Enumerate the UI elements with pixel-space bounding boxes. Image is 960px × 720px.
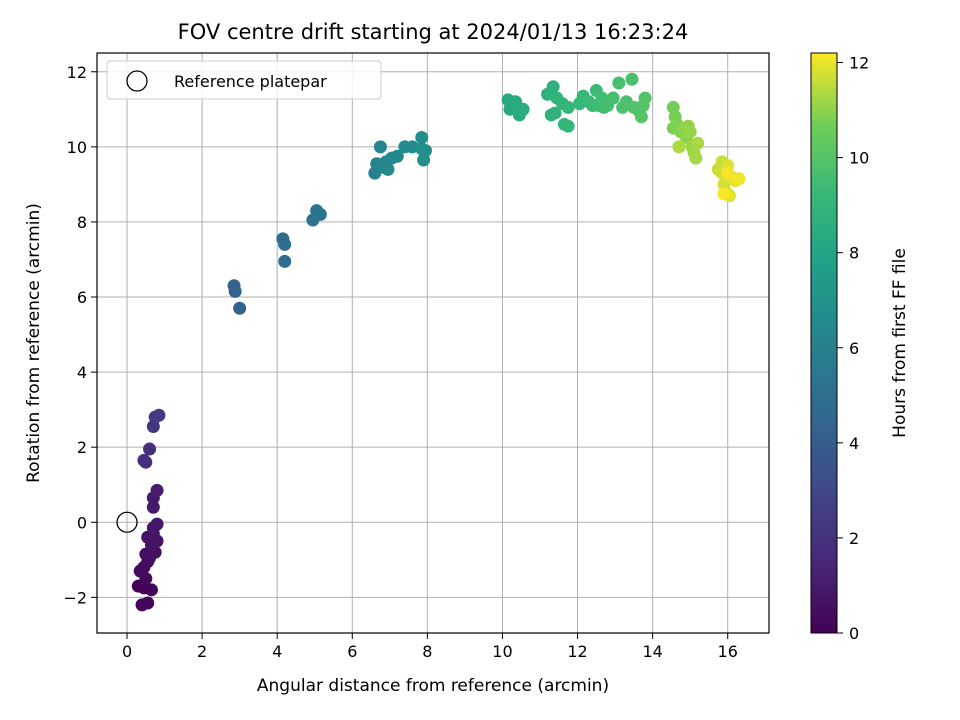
legend-marker-reference <box>126 70 148 92</box>
grid <box>97 53 769 633</box>
colorbar-tick-label: 12 <box>849 54 869 73</box>
data-point <box>417 153 431 167</box>
x-tick-label: 16 <box>718 642 738 661</box>
scatter-points <box>116 72 746 612</box>
colorbar-tick-label: 6 <box>849 339 859 358</box>
colorbar-gradient <box>810 52 838 634</box>
x-tick-label: 14 <box>642 642 662 661</box>
data-point <box>313 207 327 221</box>
data-point <box>516 102 530 116</box>
y-tick-label: −2 <box>63 588 87 607</box>
data-point <box>732 172 746 186</box>
x-tick-label: 12 <box>567 642 587 661</box>
data-point <box>683 125 697 139</box>
colorbar-tick-label: 8 <box>849 244 859 263</box>
chart-title: FOV centre drift starting at 2024/01/13 … <box>178 20 689 44</box>
data-point <box>561 100 575 114</box>
data-point <box>143 442 157 456</box>
data-point <box>691 136 705 150</box>
x-tick-label: 6 <box>347 642 357 661</box>
plot-frame <box>96 52 770 634</box>
legend: Reference platepar <box>106 60 382 100</box>
colorbar-tick-label: 10 <box>849 149 869 168</box>
data-point <box>152 408 166 422</box>
x-tick-label: 2 <box>197 642 207 661</box>
data-point <box>373 140 387 154</box>
data-point <box>390 149 404 163</box>
y-tick-label: 8 <box>77 213 87 232</box>
data-point <box>634 110 648 124</box>
legend-box <box>106 60 382 100</box>
y-tick-label: 0 <box>77 513 87 532</box>
colorbar-tick-label: 2 <box>849 529 859 548</box>
colorbar-ticks: 0 2 4 6 8 10 12 <box>837 54 869 643</box>
reference-platepar-marker <box>116 511 138 533</box>
colorbar-tick-label: 4 <box>849 434 859 453</box>
data-point <box>381 162 395 176</box>
data-point <box>146 521 160 535</box>
data-point <box>144 583 158 597</box>
data-point <box>689 151 703 165</box>
legend-label-reference: Reference platepar <box>174 72 327 91</box>
data-point <box>561 119 575 133</box>
data-point <box>278 237 292 251</box>
x-axis-ticks: 0 2 4 6 8 10 12 14 16 <box>122 633 738 661</box>
x-tick-label: 0 <box>122 642 132 661</box>
data-point <box>612 76 626 90</box>
data-point <box>717 187 731 201</box>
data-point <box>636 99 650 113</box>
x-tick-label: 8 <box>422 642 432 661</box>
y-axis-label: Rotation from reference (arcmin) <box>24 203 44 483</box>
data-point <box>625 72 639 86</box>
colorbar-label: Hours from first FF file <box>890 248 910 438</box>
y-axis-ticks: −2 0 2 4 6 8 10 12 <box>63 63 97 607</box>
data-point <box>146 500 160 514</box>
y-tick-label: 4 <box>77 363 87 382</box>
colorbar-tick-label: 0 <box>849 624 859 643</box>
data-point <box>546 80 560 94</box>
data-point <box>721 166 735 180</box>
data-point <box>150 483 164 497</box>
data-point <box>141 596 155 610</box>
data-point <box>137 453 151 467</box>
data-point <box>415 130 429 144</box>
x-axis-label: Angular distance from reference (arcmin) <box>257 676 609 696</box>
y-tick-label: 10 <box>67 138 87 157</box>
data-point <box>606 91 620 105</box>
data-point <box>672 140 686 154</box>
data-point <box>228 284 242 298</box>
x-tick-label: 4 <box>272 642 282 661</box>
colorbar: 0 2 4 6 8 10 12 Hours from first FF file <box>810 52 910 643</box>
data-point <box>233 301 247 315</box>
data-point <box>278 254 292 268</box>
data-point <box>548 106 562 120</box>
y-tick-label: 6 <box>77 288 87 307</box>
y-tick-label: 12 <box>67 63 87 82</box>
data-point <box>616 100 630 114</box>
x-tick-label: 10 <box>492 642 512 661</box>
y-tick-label: 2 <box>77 438 87 457</box>
